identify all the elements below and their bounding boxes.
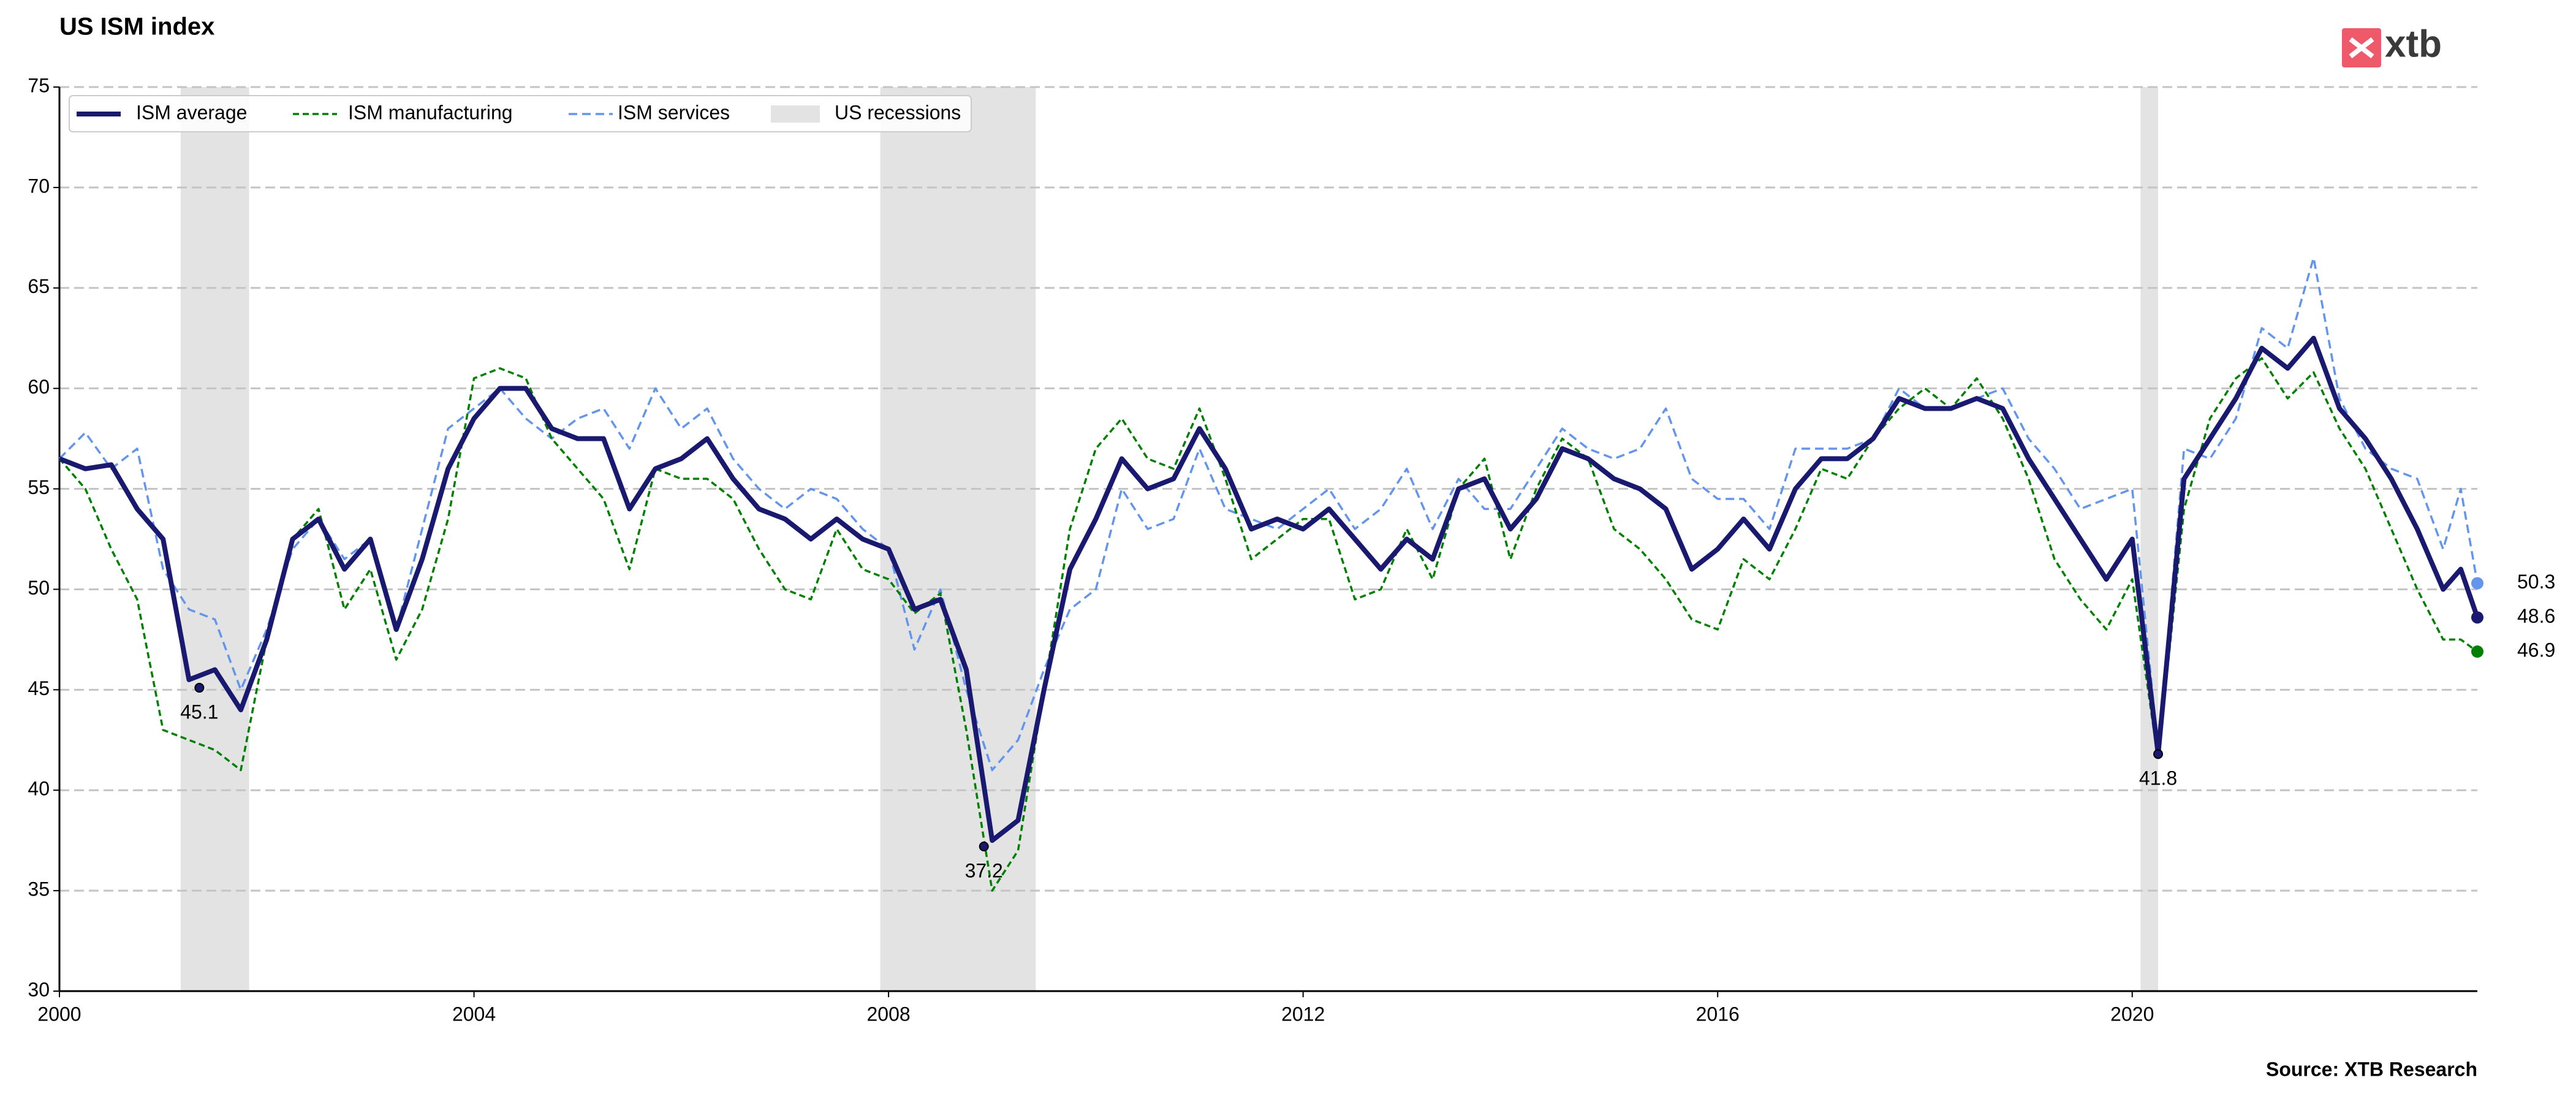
x-tick-label: 2012 [1281,1003,1325,1025]
annotation-label: 41.8 [2139,767,2177,789]
x-tick-label: 2000 [37,1003,81,1025]
annotation-marker [979,842,989,851]
x-tick-label: 2016 [1696,1003,1740,1025]
y-tick-label: 65 [28,275,50,297]
series-line [58,256,2479,772]
y-tick-label: 35 [28,878,50,900]
y-tick-label: 70 [28,175,50,197]
y-tick-label: 30 [28,978,50,1000]
legend-label: ISM manufacturing [348,101,513,123]
recession-band [180,87,249,991]
end-label: 48.6 [2517,605,2555,627]
chart-title: US ISM index [59,13,214,40]
y-tick-label: 75 [28,74,50,96]
legend-label: ISM average [136,101,247,123]
logo-icon [2349,37,2374,59]
x-tick-label: 2008 [867,1003,911,1025]
end-marker [2471,611,2483,624]
end-label: 50.3 [2517,571,2555,593]
legend-label: ISM services [618,101,730,123]
series-line [58,335,2480,843]
end-marker [2471,577,2483,590]
series-line [58,357,2479,892]
end-label: 46.9 [2517,639,2555,661]
logo: xtb [2342,23,2442,67]
annotation-label: 45.1 [180,701,218,723]
logo-text: xtb [2385,23,2442,65]
legend-label: US recessions [835,101,961,123]
legend: ISM average ISM manufacturing ISM services… [69,95,972,132]
y-tick-label: 50 [28,577,50,599]
y-tick-label: 55 [28,476,50,498]
source: Source: XTB Research [2266,1058,2477,1080]
x-tick-label: 2004 [452,1003,496,1025]
legend-swatch [771,105,820,123]
x-tick-label: 2020 [2110,1003,2154,1025]
annotation-label: 37.2 [965,859,1003,881]
y-tick-label: 40 [28,778,50,800]
recession-band [2140,87,2159,991]
annotation-marker [194,683,205,693]
legend-box [69,95,972,132]
recession-band [880,87,1036,991]
annotation-marker [2153,749,2164,759]
y-tick-label: 45 [28,677,50,699]
end-marker [2471,645,2483,658]
y-tick-label: 60 [28,376,50,398]
